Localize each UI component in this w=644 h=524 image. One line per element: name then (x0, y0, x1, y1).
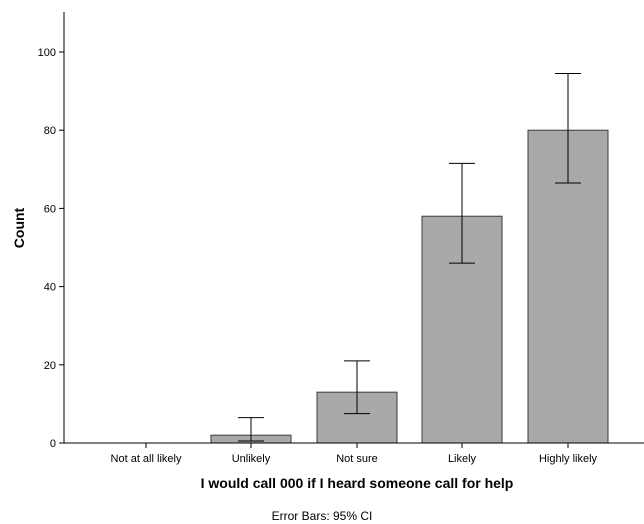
x-tick-labels: Not at all likely Unlikely Not sure Likely H… (111, 443, 598, 465)
error-bar (344, 360, 370, 415)
x-tick-label: Likely (448, 453, 477, 465)
error-bars-layer (238, 73, 581, 442)
y-tick-labels: 0 20 40 60 80 100 (38, 47, 64, 450)
error-bar (238, 417, 264, 442)
y-axis-title: Count (11, 207, 27, 248)
error-bar (555, 73, 581, 184)
x-tick-label: Highly likely (539, 453, 598, 465)
error-bar (449, 162, 475, 264)
y-tick-label: 20 (44, 360, 56, 372)
y-tick-label: 100 (38, 47, 56, 59)
y-tick-label: 40 (44, 282, 56, 294)
bars-layer (210, 129, 609, 444)
y-tick-label: 0 (50, 438, 56, 450)
y-tick-label: 80 (44, 125, 56, 137)
bar (316, 391, 398, 444)
x-tick-label: Not at all likely (111, 453, 182, 465)
x-tick-label: Unlikely (232, 453, 271, 465)
y-tick-label: 60 (44, 203, 56, 215)
x-axis-title: I would call 000 if I heard someone call… (201, 475, 514, 491)
axes-layer (63, 12, 644, 444)
error-bars-footnote: Error Bars: 95% CI (272, 509, 373, 523)
x-tick-label: Not sure (336, 453, 378, 465)
